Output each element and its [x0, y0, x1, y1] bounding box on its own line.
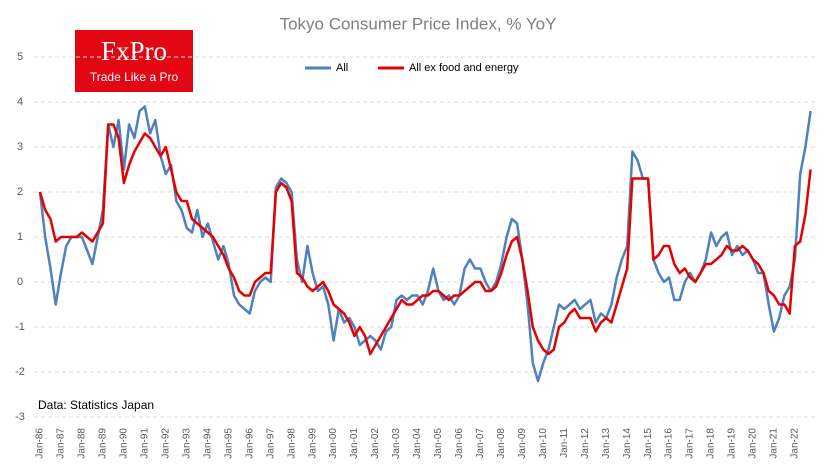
- y-tick-label: -3: [15, 411, 25, 423]
- logo-box: [75, 30, 193, 92]
- y-tick-label: 2: [17, 186, 23, 198]
- x-tick-label: Jan-96: [244, 428, 255, 459]
- x-tick-label: Jan-11: [559, 428, 570, 458]
- x-tick-label: Jan-16: [664, 428, 675, 459]
- x-tick-label: Jan-01: [349, 428, 360, 459]
- x-tick-label: Jan-04: [412, 428, 423, 459]
- x-tick-label: Jan-12: [580, 428, 591, 459]
- x-tick-label: Jan-08: [496, 428, 507, 459]
- x-tick-label: Jan-88: [77, 428, 88, 459]
- series-line: [38, 105, 812, 383]
- x-tick-label: Jan-87: [56, 428, 67, 459]
- y-tick-label: 0: [17, 276, 23, 288]
- x-tick-label: Jan-17: [685, 428, 696, 459]
- x-tick-label: Jan-95: [223, 428, 234, 459]
- x-tick-label: Jan-13: [601, 428, 612, 459]
- logo-name: FxPro: [101, 36, 167, 66]
- x-tick-label: Jan-05: [433, 428, 444, 459]
- y-tick-label: 4: [17, 96, 23, 108]
- logo-tagline: Trade Like a Pro: [90, 70, 179, 84]
- x-tick-label: Jan-99: [307, 428, 318, 459]
- y-tick-label: -1: [15, 321, 25, 333]
- x-tick-label: Jan-02: [370, 428, 381, 459]
- x-tick-label: Jan-07: [475, 428, 486, 459]
- x-tick-label: Jan-19: [727, 428, 738, 459]
- y-tick-label: 3: [17, 141, 23, 153]
- x-tick-label: Jan-09: [517, 428, 528, 459]
- x-tick-label: Jan-93: [181, 428, 192, 459]
- x-tick-label: Jan-15: [643, 428, 654, 459]
- x-tick-label: Jan-97: [265, 428, 276, 459]
- x-tick-label: Jan-22: [790, 428, 801, 459]
- x-tick-label: Jan-90: [119, 428, 130, 459]
- annotation: Data: Statistics Japan: [38, 398, 154, 412]
- legend-label: All: [336, 62, 348, 74]
- x-tick-label: Jan-14: [622, 428, 633, 459]
- x-tick-label: Jan-00: [328, 428, 339, 459]
- y-tick-label: 5: [17, 51, 23, 63]
- y-tick-label: 1: [17, 231, 23, 243]
- x-tick-label: Jan-03: [391, 428, 402, 459]
- x-tick-label: Jan-10: [538, 428, 549, 459]
- x-tick-label: Jan-06: [454, 428, 465, 459]
- x-tick-label: Jan-86: [35, 428, 46, 459]
- x-tick-label: Jan-94: [202, 428, 213, 459]
- x-tick-label: Jan-91: [139, 428, 150, 459]
- series-line: [38, 123, 812, 356]
- x-tick-label: Jan-98: [286, 428, 297, 459]
- chart-title: Tokyo Consumer Price Index, % YoY: [280, 14, 557, 33]
- x-tick-label: Jan-18: [706, 428, 717, 459]
- x-tick-label: Jan-92: [160, 428, 171, 459]
- x-tick-label: Jan-89: [98, 428, 109, 459]
- x-tick-label: Jan-20: [748, 428, 759, 459]
- x-tick-label: Jan-21: [769, 428, 780, 459]
- y-tick-label: -2: [15, 366, 25, 378]
- legend-label: All ex food and energy: [409, 62, 519, 74]
